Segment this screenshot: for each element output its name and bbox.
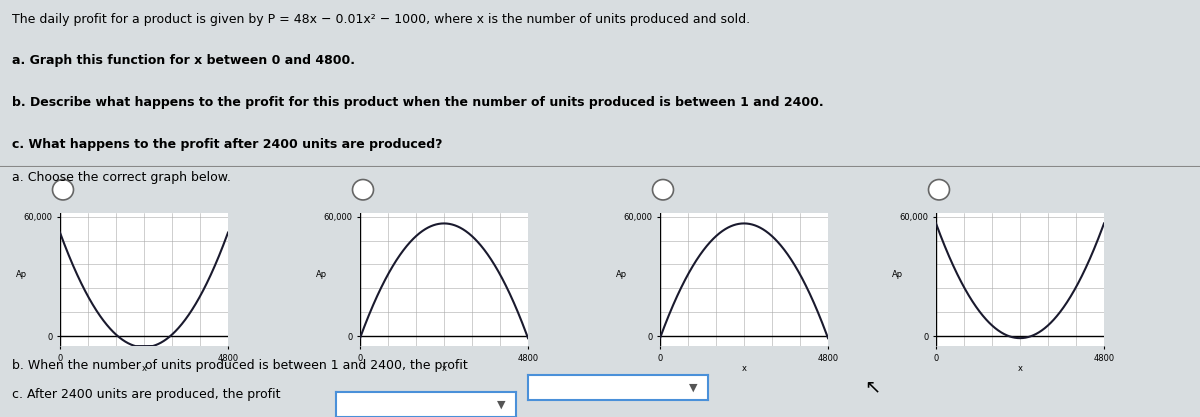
Circle shape: [929, 179, 949, 200]
Y-axis label: Ap: Ap: [17, 270, 28, 279]
Text: ▼: ▼: [689, 383, 698, 393]
Y-axis label: Ap: Ap: [317, 270, 328, 279]
Text: a. Choose the correct graph below.: a. Choose the correct graph below.: [12, 171, 230, 184]
Y-axis label: Ap: Ap: [893, 270, 904, 279]
X-axis label: x: x: [142, 364, 146, 373]
Circle shape: [653, 179, 673, 200]
Text: The daily profit for a product is given by P = 48x − 0.01x² − 1000, where x is t: The daily profit for a product is given …: [12, 13, 750, 25]
Text: a. Graph this function for x between 0 and 4800.: a. Graph this function for x between 0 a…: [12, 54, 355, 67]
Text: c. After 2400 units are produced, the profit: c. After 2400 units are produced, the pr…: [12, 388, 281, 401]
Circle shape: [353, 179, 373, 200]
X-axis label: x: x: [1018, 364, 1022, 373]
X-axis label: x: x: [742, 364, 746, 373]
Circle shape: [53, 179, 73, 200]
Y-axis label: Ap: Ap: [617, 270, 628, 279]
Text: b. When the number of units produced is between 1 and 2400, the profit: b. When the number of units produced is …: [12, 359, 468, 372]
Text: b. Describe what happens to the profit for this product when the number of units: b. Describe what happens to the profit f…: [12, 96, 823, 109]
Text: ↖: ↖: [864, 377, 881, 396]
Text: c. What happens to the profit after 2400 units are produced?: c. What happens to the profit after 2400…: [12, 138, 443, 151]
Text: ▼: ▼: [497, 399, 506, 409]
X-axis label: x: x: [442, 364, 446, 373]
